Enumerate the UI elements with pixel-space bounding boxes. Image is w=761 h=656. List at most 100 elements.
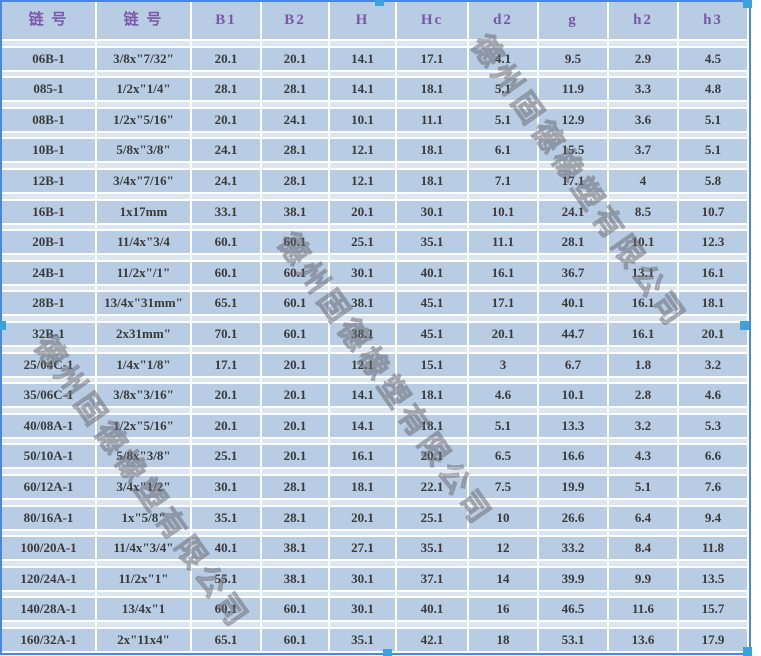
row-separator-strip: [2, 346, 747, 352]
strip-cell: [397, 469, 467, 474]
table-cell: 3.6: [609, 108, 677, 131]
strip-cell: [397, 132, 467, 138]
strip-cell: [262, 408, 328, 413]
table-cell: 35.1: [330, 628, 395, 651]
strip-cell: [2, 71, 95, 77]
table-row: 32B-1 2x31mm" 70.1 60.1 38.1 45.1 20.1 44.7 16.1…: [2, 322, 747, 345]
strip-cell: [469, 255, 537, 260]
table-cell: 18.1: [397, 384, 467, 407]
table-cell: 30.1: [330, 567, 395, 590]
table-cell: 9.4: [679, 506, 747, 529]
table-cell: 1/2x"5/16": [97, 108, 190, 131]
table-cell: 17.1: [539, 169, 607, 192]
strip-cell: [539, 41, 607, 46]
table-cell: 24.1: [539, 200, 607, 223]
strip-cell: [262, 132, 328, 138]
strip-cell: [679, 224, 747, 230]
column-header-1: 链 号: [97, 2, 190, 39]
strip-cell: [539, 102, 607, 107]
table-cell: 35.1: [397, 537, 467, 560]
strip-cell: [539, 469, 607, 474]
strip-cell: [330, 285, 395, 291]
table-cell: 13.3: [539, 414, 607, 437]
table-row: 40/08A-1 1/2x"5/16" 20.1 20.1 14.1 18.1 5.1 13.…: [2, 414, 747, 437]
strip-cell: [330, 255, 395, 260]
table-cell: 60.1: [262, 322, 328, 345]
table-cell: 13/4x"1: [97, 598, 190, 621]
table-cell: 11/4x"3/4: [97, 231, 190, 254]
strip-cell: [330, 408, 395, 413]
strip-cell: [609, 224, 677, 230]
strip-cell: [330, 561, 395, 566]
table-cell: 8.5: [609, 200, 677, 223]
row-separator-strip: [2, 561, 747, 566]
table-cell: 13/4x"31mm": [97, 292, 190, 315]
resize-handle-top-center[interactable]: [375, 0, 384, 6]
strip-cell: [469, 316, 537, 321]
column-header-3: B2: [262, 2, 328, 39]
strip-cell: [469, 469, 537, 474]
row-separator-strip: [2, 71, 747, 77]
strip-cell: [679, 285, 747, 291]
strip-cell: [2, 469, 95, 474]
strip-cell: [192, 224, 260, 230]
strip-cell: [469, 41, 537, 46]
strip-cell: [2, 255, 95, 260]
strip-cell: [262, 193, 328, 199]
strip-cell: [539, 132, 607, 138]
strip-cell: [397, 377, 467, 383]
table-cell: 65.1: [192, 292, 260, 315]
table-cell: 60.1: [192, 231, 260, 254]
resize-handle-bottom-center[interactable]: [383, 649, 392, 656]
row-separator-strip: [2, 408, 747, 413]
table-cell: 42.1: [397, 628, 467, 651]
spec-table: 链 号链 号 B1 B2 H Hc d2 g h2 h3 06B-1 3/8x"7/32" 20.1…: [2, 2, 747, 653]
table-cell: 24.1: [192, 139, 260, 162]
table-cell: 60/12A-1: [2, 475, 95, 498]
strip-cell: [97, 408, 190, 413]
strip-cell: [2, 163, 95, 168]
resize-handle-left-middle[interactable]: [0, 321, 6, 330]
row-separator-strip: [2, 102, 747, 107]
resize-handle-bottom-right[interactable]: [743, 647, 752, 656]
strip-cell: [397, 530, 467, 536]
strip-cell: [679, 438, 747, 444]
table-cell: 46.5: [539, 598, 607, 621]
table-cell: 20.1: [192, 108, 260, 131]
column-header-7: g: [539, 2, 607, 39]
strip-cell: [539, 622, 607, 627]
table-cell: 18.1: [330, 475, 395, 498]
table-cell: 5.1: [469, 78, 537, 101]
strip-cell: [609, 346, 677, 352]
strip-cell: [397, 193, 467, 199]
strip-cell: [262, 41, 328, 46]
table-cell: 19.9: [539, 475, 607, 498]
strip-cell: [679, 163, 747, 168]
strip-cell: [262, 499, 328, 505]
table-cell: 5.1: [469, 108, 537, 131]
resize-handle-right-middle[interactable]: [740, 321, 749, 330]
strip-cell: [2, 561, 95, 566]
table-row: 100/20A-1 11/4x"3/4" 40.1 38.1 27.1 35.1 12 33.…: [2, 537, 747, 560]
table-cell: 1x"5/8": [97, 506, 190, 529]
strip-cell: [330, 530, 395, 536]
strip-cell: [609, 71, 677, 77]
strip-cell: [97, 71, 190, 77]
table-cell: 30.1: [192, 475, 260, 498]
table-cell: 2x31mm": [97, 322, 190, 345]
strip-cell: [397, 102, 467, 107]
strip-cell: [2, 316, 95, 321]
table-cell: 5.1: [679, 139, 747, 162]
strip-cell: [539, 193, 607, 199]
table-cell: 25.1: [330, 231, 395, 254]
column-header-8: h2: [609, 2, 677, 39]
table-cell: 16.1: [609, 322, 677, 345]
table-cell: 11/4x"3/4": [97, 537, 190, 560]
resize-handle-top-right[interactable]: [743, 0, 752, 8]
strip-cell: [679, 41, 747, 46]
table-cell: 4.8: [679, 78, 747, 101]
table-cell: 16.1: [679, 261, 747, 284]
table-row: 160/32A-1 2x"11x4" 65.1 60.1 35.1 42.1 18 53.1 1…: [2, 628, 747, 651]
table-cell: 06B-1: [2, 47, 95, 70]
